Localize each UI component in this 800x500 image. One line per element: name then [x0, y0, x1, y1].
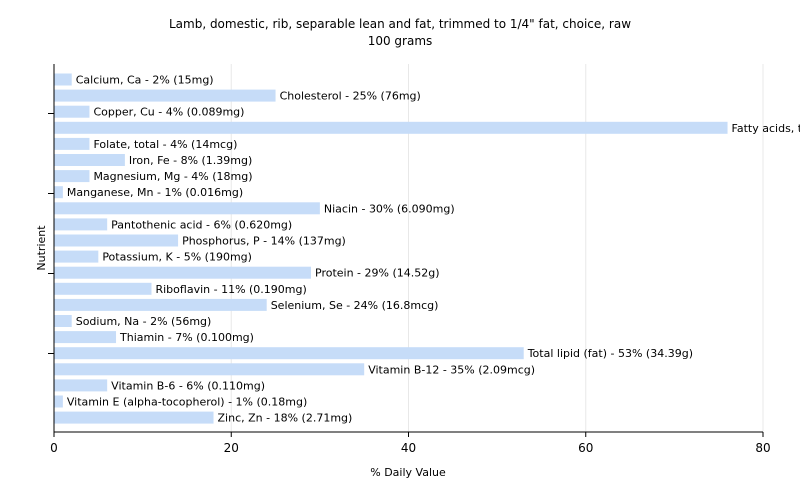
bar-label-8: Niacin - 30% (6.090mg)	[324, 202, 455, 215]
bar-1	[54, 89, 276, 102]
bar-label-3: Fatty acids, total saturated - 76% (15.1…	[732, 122, 800, 135]
bar-label-19: Vitamin B-6 - 6% (0.110mg)	[111, 379, 265, 392]
bar-label-4: Folate, total - 4% (14mcg)	[93, 138, 237, 151]
x-axis-label: % Daily Value	[370, 466, 446, 479]
bar-0	[54, 73, 72, 86]
bar-label-14: Selenium, Se - 24% (16.8mcg)	[271, 299, 439, 312]
bar-label-21: Zinc, Zn - 18% (2.71mg)	[218, 412, 353, 425]
y-axis-label: Nutrient	[35, 225, 48, 271]
bar-5	[54, 154, 125, 166]
bar-label-17: Total lipid (fat) - 53% (34.39g)	[527, 347, 693, 360]
bar-21	[54, 411, 214, 424]
bar-labels: Calcium, Ca - 2% (15mg) Cholesterol - 25%…	[67, 74, 800, 425]
bar-label-11: Potassium, K - 5% (190mg)	[102, 251, 252, 264]
bar-6	[54, 170, 90, 183]
bar-11	[54, 250, 99, 263]
bar-label-18: Vitamin B-12 - 35% (2.09mcg)	[368, 363, 535, 376]
bar-label-1: Cholesterol - 25% (76mg)	[280, 90, 421, 103]
chart-title: Lamb, domestic, rib, separable lean and …	[169, 17, 631, 31]
bar-label-16: Thiamin - 7% (0.100mg)	[119, 331, 254, 344]
bar-label-0: Calcium, Ca - 2% (15mg)	[76, 74, 214, 87]
bar-label-2: Copper, Cu - 4% (0.089mg)	[93, 106, 244, 119]
bar-15	[54, 315, 72, 327]
bar-12	[54, 266, 312, 279]
bar-label-12: Protein - 29% (14.52g)	[315, 267, 440, 280]
x-tick-label-1: 20	[224, 441, 239, 455]
bar-label-9: Pantothenic acid - 6% (0.620mg)	[111, 218, 292, 231]
bar-7	[54, 186, 63, 199]
x-tick-label-2: 40	[401, 441, 416, 455]
x-tick-labels: 0 20 40 60 80	[50, 441, 770, 455]
chart-subtitle: 100 grams	[368, 34, 433, 48]
axes	[48, 64, 764, 437]
bar-13	[54, 282, 152, 295]
bar-label-10: Phosphorus, P - 14% (137mg)	[182, 235, 346, 248]
bar-9	[54, 218, 108, 231]
bar-label-13: Riboflavin - 11% (0.190mg)	[155, 283, 306, 296]
bar-16	[54, 331, 117, 344]
bar-label-6: Magnesium, Mg - 4% (18mg)	[93, 170, 252, 183]
bar-2	[54, 105, 90, 118]
bar-8	[54, 202, 320, 215]
x-tick-label-0: 0	[50, 441, 58, 455]
bar-20	[54, 395, 63, 408]
bar-10	[54, 234, 179, 247]
x-tick-label-4: 80	[755, 441, 770, 455]
bar-label-5: Iron, Fe - 8% (1.39mg)	[129, 154, 252, 167]
bar-18	[54, 363, 365, 376]
x-tick-label-3: 60	[578, 441, 593, 455]
bar-3	[54, 121, 728, 134]
bar-14	[54, 298, 267, 311]
bar-17	[54, 347, 524, 360]
gridlines	[53, 64, 764, 432]
bar-4	[54, 137, 90, 150]
bar-19	[54, 379, 108, 392]
bar-label-20: Vitamin E (alpha-tocopherol) - 1% (0.18m…	[67, 396, 307, 409]
bar-label-7: Manganese, Mn - 1% (0.016mg)	[67, 186, 243, 199]
bar-label-15: Sodium, Na - 2% (56mg)	[76, 315, 212, 328]
bars	[54, 73, 728, 424]
